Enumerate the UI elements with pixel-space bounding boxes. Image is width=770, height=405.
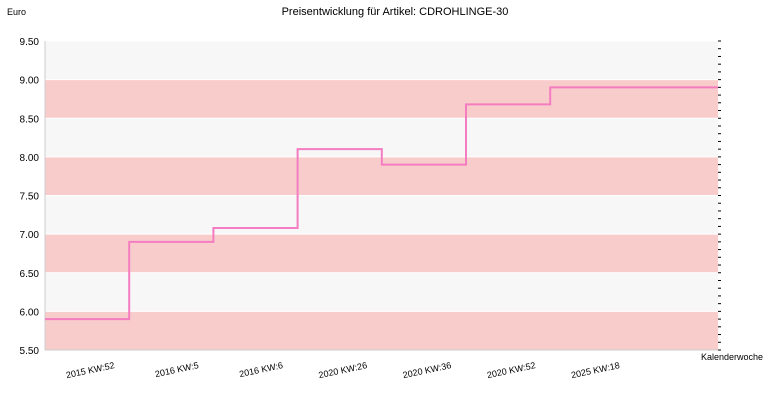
band [45,272,718,312]
x-axis-ticks: 2015 KW:52 2016 KW:5 2016 KW:6 2020 KW:26 20… [65,360,621,380]
series-line [45,86,718,321]
series-group [45,86,718,321]
y-tick-label: 8.00 [20,153,40,164]
band [45,79,718,119]
band [45,41,718,80]
band [45,311,718,350]
y-tick-label: 5.50 [20,346,40,357]
y-tick-label: 6.00 [20,307,40,318]
x-tick-label: 2025 KW:18 [570,360,620,380]
x-tick-label: 2020 KW:36 [402,360,452,380]
y-axis-ticks: 5.50 6.00 6.50 7.00 7.50 8.00 8.50 9.00 9.50 [20,37,721,357]
y-tick-label: 9.50 [20,37,40,48]
y-axis-label: Euro [7,7,26,17]
y-tick-label: 9.00 [20,76,40,87]
x-tick-label: 2016 KW:6 [238,360,283,379]
x-tick-label: 2015 KW:52 [65,360,115,380]
x-axis-label: Kalenderwoche [701,352,763,362]
band [45,195,718,235]
y-tick-label: 8.50 [20,114,40,125]
band [45,234,718,273]
y-tick-label: 6.50 [20,269,40,280]
axes [44,41,718,351]
x-tick-label: 2020 KW:52 [486,360,536,380]
x-tick-label: 2020 KW:26 [318,360,368,380]
background-bands [45,41,718,350]
y-tick-label: 7.50 [20,192,40,203]
y-tick-label: 7.00 [20,230,40,241]
x-tick-label: 2016 KW:5 [154,360,199,379]
chart-title: Preisentwicklung für Artikel: CDROHLINGE… [282,6,509,18]
